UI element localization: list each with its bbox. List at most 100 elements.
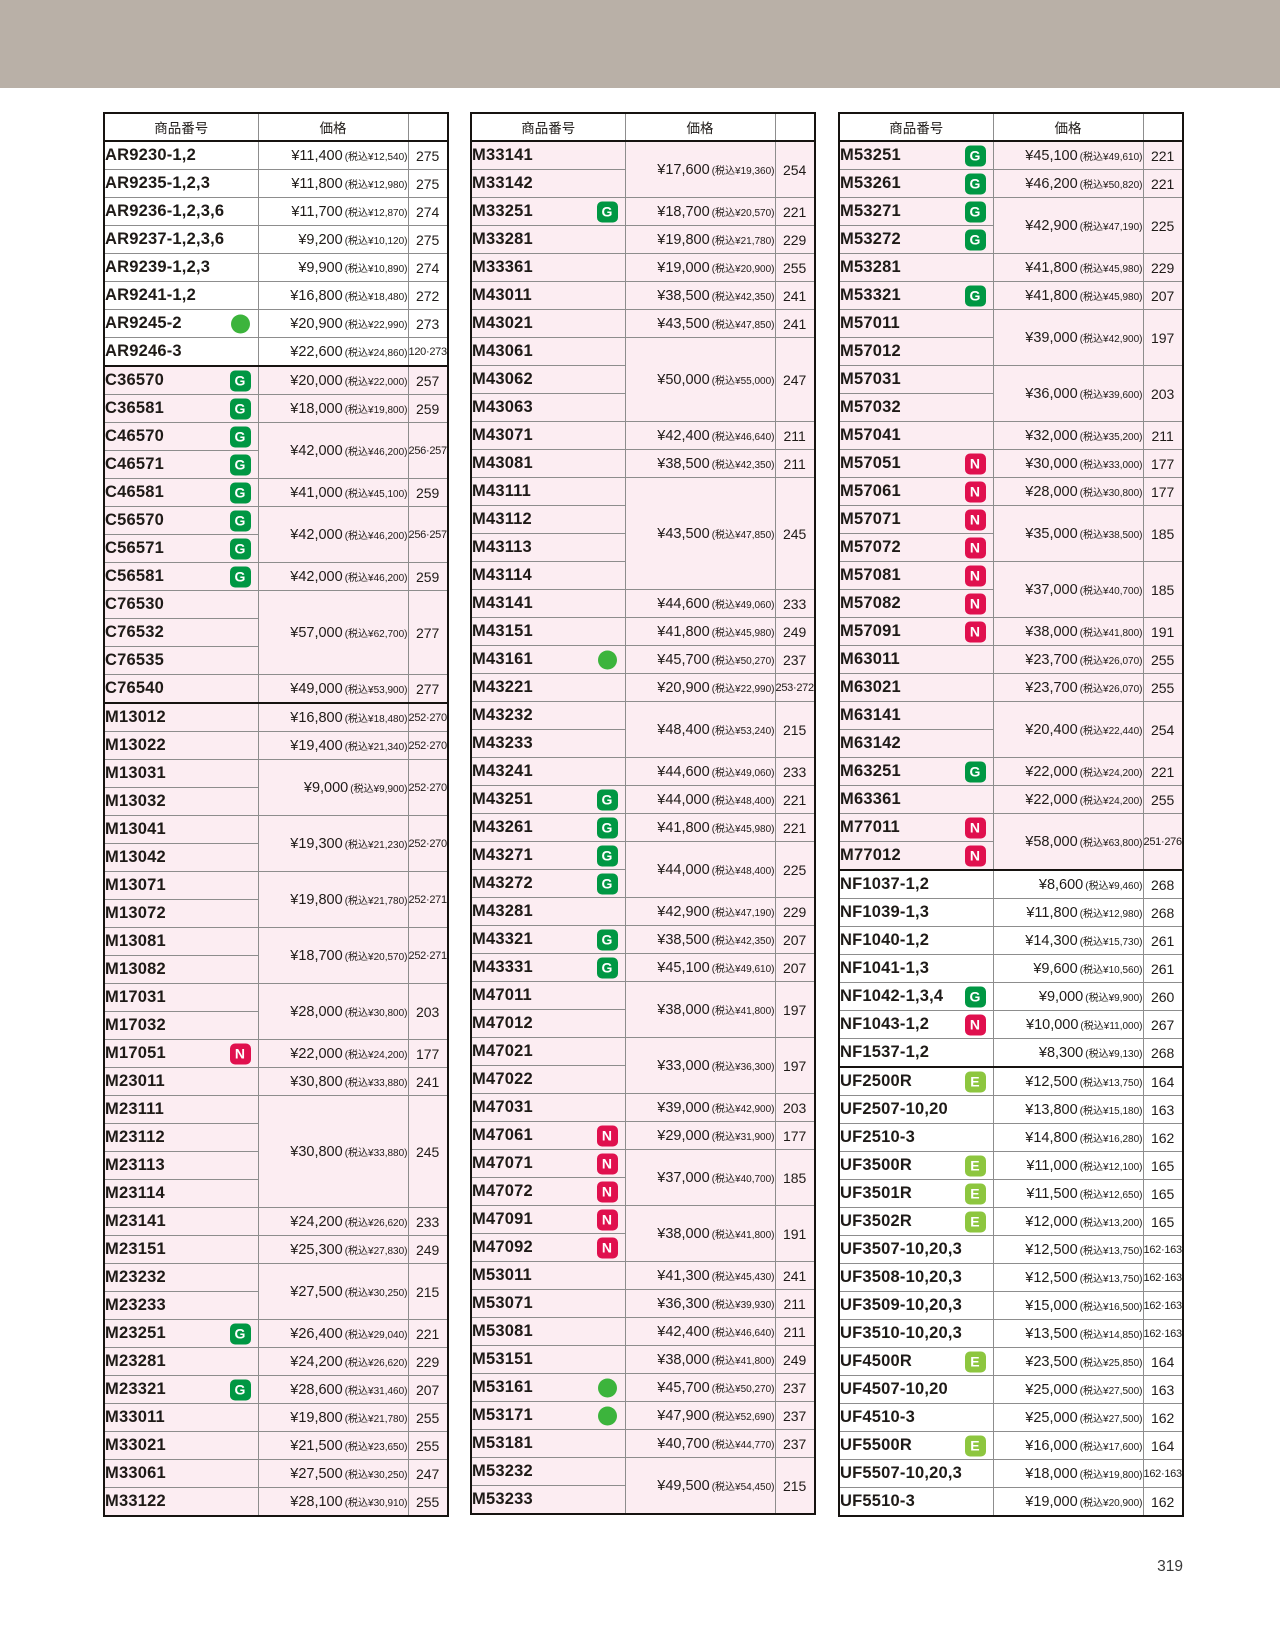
column-header-product: 商品番号: [471, 113, 625, 142]
product-code: M43233: [472, 734, 533, 752]
page-ref-cell: 165: [1142, 1179, 1183, 1208]
product-cell: M57041: [839, 421, 993, 450]
price-tax-included: (税込¥22,440): [1079, 725, 1143, 737]
page-ref-cell: 272: [407, 281, 448, 310]
product-code: M13071: [105, 876, 166, 894]
price-cell: ¥13,800 (税込¥15,180): [992, 1095, 1143, 1124]
page-ref-cell: 162·163: [1142, 1263, 1183, 1292]
page-ref-cell: 261: [1142, 954, 1183, 983]
price-cell: ¥11,500 (税込¥12,650): [992, 1179, 1143, 1208]
price-tax-included: (税込¥52,690): [711, 1411, 775, 1423]
price-tax-included: (税込¥47,190): [1079, 221, 1143, 233]
product-cell: M43061: [471, 337, 625, 366]
table-row: M57082 N: [839, 589, 1183, 618]
price-cell: ¥9,600 (税込¥10,560): [992, 954, 1143, 983]
price-cell: ¥12,500 (税込¥13,750): [992, 1066, 1143, 1096]
table-row: M47092 N: [471, 1233, 815, 1262]
page-ref-cell: 177: [1142, 449, 1183, 478]
g-badge-icon: G: [229, 510, 251, 531]
price-cell: ¥38,500 (税込¥42,350): [624, 449, 775, 478]
product-code: M43061: [472, 342, 533, 360]
price-cell: ¥18,700 (税込¥20,570): [624, 197, 775, 226]
price-base: ¥45,100: [657, 959, 710, 976]
product-code: UF3508-10,20,3: [840, 1268, 963, 1286]
product-cell: M43063: [471, 393, 625, 422]
product-cell: UF5510-3: [839, 1487, 993, 1516]
table-row: M43161 ¥45,700 (税込¥50,270) 237: [471, 645, 815, 674]
price-base: ¥35,000: [1025, 525, 1078, 542]
product-code: M43251: [472, 790, 533, 808]
n-badge-icon: N: [964, 509, 986, 530]
table-row: M47031 ¥39,000 (税込¥42,900) 203: [471, 1093, 815, 1122]
product-cell: AR9239-1,2,3: [104, 253, 258, 282]
product-cell: M47022: [471, 1065, 625, 1094]
price-base: ¥39,000: [657, 1099, 710, 1116]
page-ref-cell: 249: [407, 1235, 448, 1264]
price-base: ¥19,800: [657, 231, 710, 248]
product-cell: M13071: [104, 871, 258, 900]
product-code: AR9235-1,2,3: [105, 174, 211, 192]
table-row: M43232 ¥48,400 (税込¥53,240) 215: [471, 701, 815, 758]
price-base: ¥9,000: [303, 779, 349, 796]
table-row: M17031 ¥28,000 (税込¥30,800) 203: [104, 983, 448, 1040]
table-row: M53272 G: [839, 225, 1183, 254]
table-row: C56581 G ¥42,000 (税込¥46,200) 259: [104, 562, 448, 591]
product-cell: M47061 N: [471, 1121, 625, 1150]
table-row: M43021 ¥43,500 (税込¥47,850) 241: [471, 309, 815, 338]
price-tax-included: (税込¥21,230): [344, 839, 408, 851]
table-row: M53171 ¥47,900 (税込¥52,690) 237: [471, 1401, 815, 1430]
product-code: M47072: [472, 1182, 533, 1200]
page-ref-cell: 203: [1142, 365, 1183, 422]
page-ref-cell: 261: [1142, 926, 1183, 955]
page-ref-cell: 255: [1142, 645, 1183, 674]
column-header-price: 価格: [257, 113, 408, 142]
product-code: C56581: [105, 567, 164, 585]
table-row: UF2507-10,20 ¥13,800 (税込¥15,180) 163: [839, 1095, 1183, 1124]
product-code: C46581: [105, 483, 164, 501]
table-row: M47022: [471, 1065, 815, 1094]
product-cell: M33361: [471, 253, 625, 282]
product-code: M33011: [105, 1408, 165, 1426]
price-cell: ¥20,900 (税込¥22,990): [257, 309, 408, 338]
product-cell: AR9246-3: [104, 337, 258, 366]
product-cell: M47092 N: [471, 1233, 625, 1262]
table-row: AR9245-2 ¥20,900 (税込¥22,990) 273: [104, 309, 448, 338]
product-code: M17031: [105, 988, 166, 1006]
page-ref-cell: 255: [1142, 673, 1183, 702]
price-tax-included: (税込¥22,990): [711, 683, 775, 695]
e-badge-icon: E: [964, 1211, 986, 1232]
table-row: M43233: [471, 729, 815, 758]
price-cell: ¥16,000 (税込¥17,600): [992, 1431, 1143, 1460]
table-row: UF3508-10,20,3 ¥12,500 (税込¥13,750) 162·163: [839, 1263, 1183, 1292]
table-row: M53233: [471, 1485, 815, 1514]
price-tax-included: (税込¥62,700): [344, 628, 408, 640]
product-cell: M43161: [471, 645, 625, 674]
product-cell: M13012: [104, 702, 258, 732]
price-tax-included: (税込¥42,350): [711, 459, 775, 471]
product-cell: UF4510-3: [839, 1403, 993, 1432]
price-base: ¥48,400: [657, 721, 710, 738]
product-cell: M33251 G: [471, 197, 625, 226]
n-badge-icon: N: [229, 1043, 251, 1064]
product-cell: M43062: [471, 365, 625, 394]
price-cell: ¥38,000 (税込¥41,800): [624, 1205, 775, 1262]
table-row: M63361 ¥22,000 (税込¥24,200) 255: [839, 785, 1183, 814]
product-cell: M53161: [471, 1373, 625, 1402]
page-ref-cell: 247: [407, 1459, 448, 1488]
price-base: ¥30,800: [290, 1143, 343, 1160]
price-cell: ¥35,000 (税込¥38,500): [992, 505, 1143, 562]
product-cell: M77011 N: [839, 813, 993, 842]
table-row: M43113: [471, 533, 815, 562]
page-ref-cell: 259: [407, 478, 448, 507]
product-code: C46571: [105, 455, 164, 473]
product-code: M53281: [840, 258, 901, 276]
product-cell: UF4500R E: [839, 1347, 993, 1376]
price-tax-included: (税込¥21,780): [344, 895, 408, 907]
table-row: M17032: [104, 1011, 448, 1040]
product-cell: M23232: [104, 1263, 258, 1292]
price-base: ¥39,000: [1025, 329, 1078, 346]
g-badge-icon: G: [229, 454, 251, 475]
table-row: UF3501R E ¥11,500 (税込¥12,650) 165: [839, 1179, 1183, 1208]
price-cell: ¥14,800 (税込¥16,280): [992, 1123, 1143, 1152]
page-ref-cell: 233: [774, 589, 815, 618]
